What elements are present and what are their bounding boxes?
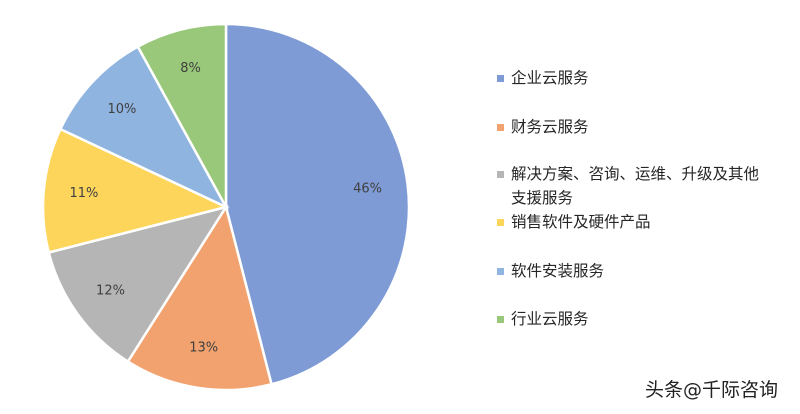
legend-item-industry-cloud: 行业云服务 <box>497 307 787 331</box>
source-watermark: 头条 @千际咨询 <box>645 375 778 402</box>
legend-label: 企业云服务 <box>511 69 589 87</box>
pie-data-labels: 46% 13% 12% 11% 10% 8% <box>69 61 382 355</box>
legend-swatch-icon <box>497 171 504 178</box>
pie-data-label: 12% <box>96 283 125 298</box>
legend-item-software-hardware: 销售软件及硬件产品 <box>497 210 787 234</box>
pie-data-label: 11% <box>69 186 98 201</box>
legend-label: 财务云服务 <box>511 118 589 136</box>
pie-data-label: 13% <box>189 341 218 356</box>
legend-swatch-icon <box>497 124 504 131</box>
watermark-prefix: 头条 <box>644 379 683 401</box>
pie-slice <box>136 22 228 208</box>
pie-chart: 46% 13% 12% 11% 10% 8% <box>41 22 411 392</box>
legend-swatch-icon <box>497 268 504 275</box>
pie-data-label: 8% <box>180 61 201 76</box>
legend-swatch-icon <box>497 316 504 323</box>
pie-slice <box>126 203 274 392</box>
legend-swatch-icon <box>497 219 504 226</box>
legend-swatch-icon <box>497 75 504 82</box>
pie-slice <box>224 22 411 386</box>
pie-data-label: 10% <box>107 102 136 117</box>
pie-slice <box>41 127 230 255</box>
legend-label: 销售软件及硬件产品 <box>511 213 651 231</box>
legend-item-solutions: 解决方案、咨询、运维、升级及其他支援服务 <box>497 162 787 210</box>
pie-slice <box>58 44 229 210</box>
pie-slices <box>41 22 411 392</box>
legend-item-software-install: 软件安装服务 <box>497 259 787 283</box>
legend-item-finance-cloud: 财务云服务 <box>497 115 787 139</box>
pie-data-label: 46% <box>353 182 382 197</box>
legend-label: 行业云服务 <box>511 310 589 328</box>
watermark-text: @千际咨询 <box>682 379 778 401</box>
pie-slice <box>47 205 229 364</box>
legend-label: 解决方案、咨询、运维、升级及其他支援服务 <box>511 165 760 207</box>
legend-label: 软件安装服务 <box>511 262 605 280</box>
legend-item-enterprise-cloud: 企业云服务 <box>497 66 787 90</box>
